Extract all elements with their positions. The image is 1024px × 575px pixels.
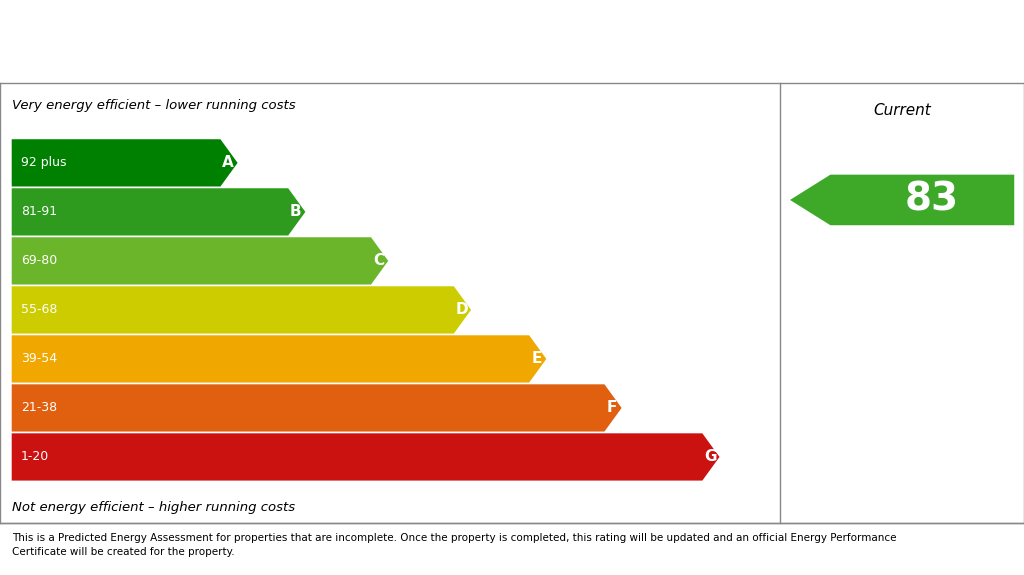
Polygon shape bbox=[791, 175, 1014, 225]
Polygon shape bbox=[11, 335, 547, 382]
Polygon shape bbox=[11, 188, 305, 236]
Text: B: B bbox=[290, 204, 302, 220]
Text: A: A bbox=[222, 155, 234, 170]
Text: D: D bbox=[456, 302, 468, 317]
Text: 55-68: 55-68 bbox=[22, 304, 57, 316]
Text: This is a Predicted Energy Assessment for properties that are incomplete. Once t: This is a Predicted Energy Assessment fo… bbox=[12, 532, 897, 557]
Text: C: C bbox=[373, 254, 384, 269]
Polygon shape bbox=[11, 286, 471, 334]
Text: The Lavender: The Lavender bbox=[609, 14, 811, 40]
Text: Plots 18, 19 & 21: Plots 18, 19 & 21 bbox=[609, 55, 756, 70]
Text: E: E bbox=[531, 351, 542, 366]
Text: 81-91: 81-91 bbox=[22, 205, 57, 218]
Polygon shape bbox=[11, 434, 720, 481]
Text: 39-54: 39-54 bbox=[22, 352, 57, 366]
Text: Current: Current bbox=[873, 103, 931, 118]
Text: 69-80: 69-80 bbox=[22, 254, 57, 267]
Text: 1-20: 1-20 bbox=[22, 450, 49, 463]
Polygon shape bbox=[11, 384, 622, 432]
Polygon shape bbox=[11, 237, 388, 285]
Text: F: F bbox=[607, 400, 617, 416]
Text: 92 plus: 92 plus bbox=[22, 156, 67, 170]
Text: G: G bbox=[703, 450, 717, 465]
Text: 83: 83 bbox=[905, 181, 959, 219]
Text: 21-38: 21-38 bbox=[22, 401, 57, 415]
Text: Predicted Energy Assessment:: Predicted Energy Assessment: bbox=[15, 28, 516, 56]
Text: Not energy efficient – higher running costs: Not energy efficient – higher running co… bbox=[11, 501, 295, 513]
Text: Very energy efficient – lower running costs: Very energy efficient – lower running co… bbox=[11, 99, 295, 112]
Polygon shape bbox=[11, 139, 238, 186]
